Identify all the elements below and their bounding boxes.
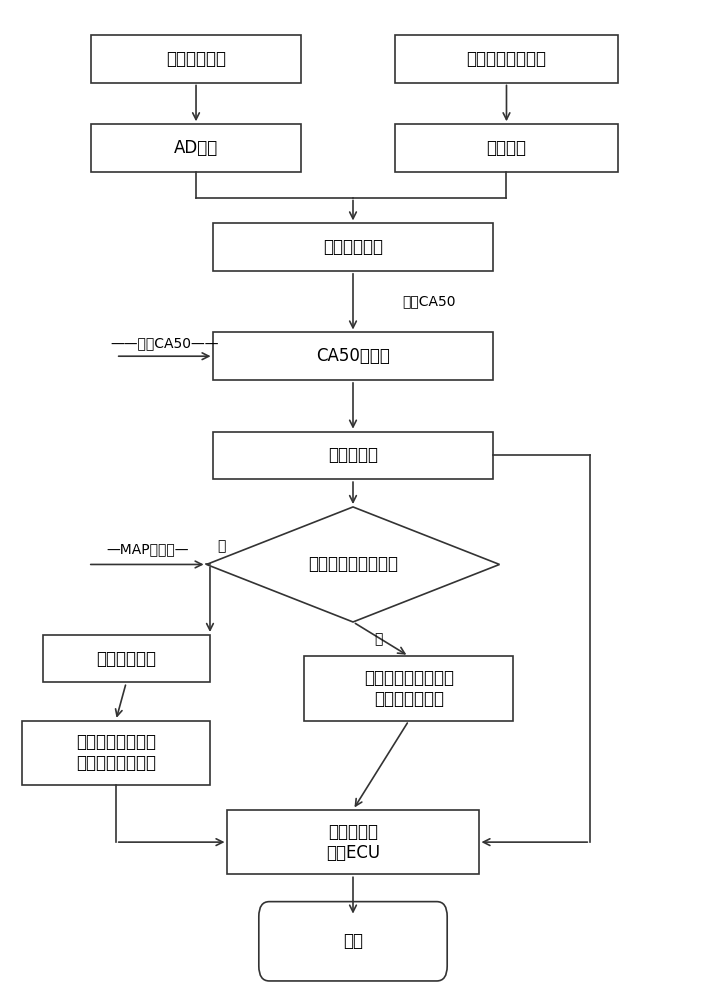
Text: 同步处理: 同步处理 bbox=[486, 139, 527, 157]
FancyBboxPatch shape bbox=[213, 432, 493, 479]
FancyBboxPatch shape bbox=[91, 124, 301, 172]
FancyBboxPatch shape bbox=[227, 810, 479, 874]
Text: 接收缸压信号: 接收缸压信号 bbox=[166, 50, 226, 68]
Text: 喷油提前角: 喷油提前角 bbox=[328, 446, 378, 464]
Text: CA50控制器: CA50控制器 bbox=[316, 347, 390, 365]
Text: 喷油修正系数: 喷油修正系数 bbox=[96, 650, 156, 668]
Text: 否: 否 bbox=[217, 540, 225, 554]
Text: 发动机控制
单元ECU: 发动机控制 单元ECU bbox=[326, 823, 380, 862]
Text: —MAP提前角—: —MAP提前角— bbox=[106, 543, 189, 557]
FancyBboxPatch shape bbox=[395, 35, 618, 83]
Text: ——目标CA50——: ——目标CA50—— bbox=[110, 336, 219, 350]
Text: 结束: 结束 bbox=[343, 932, 363, 950]
Text: AD转换: AD转换 bbox=[174, 139, 218, 157]
FancyBboxPatch shape bbox=[22, 721, 210, 785]
FancyBboxPatch shape bbox=[395, 124, 618, 172]
Text: 是: 是 bbox=[374, 632, 383, 646]
Polygon shape bbox=[206, 507, 500, 622]
Text: 提前角偏差超过阈值: 提前角偏差超过阈值 bbox=[308, 555, 398, 573]
FancyBboxPatch shape bbox=[259, 902, 447, 981]
Text: 告知发动机控制单
元进行喷油量修正: 告知发动机控制单 元进行喷油量修正 bbox=[76, 733, 156, 772]
FancyBboxPatch shape bbox=[213, 332, 493, 380]
FancyBboxPatch shape bbox=[91, 35, 301, 83]
FancyBboxPatch shape bbox=[213, 223, 493, 271]
Text: 告知发动机控制单元
提示更换喷油器: 告知发动机控制单元 提示更换喷油器 bbox=[364, 669, 454, 708]
FancyBboxPatch shape bbox=[42, 635, 210, 682]
Text: 实际CA50: 实际CA50 bbox=[402, 295, 455, 309]
Text: 燃烧反馈单元: 燃烧反馈单元 bbox=[323, 238, 383, 256]
FancyBboxPatch shape bbox=[304, 656, 513, 721]
Text: 接收曲轴转速信号: 接收曲轴转速信号 bbox=[467, 50, 546, 68]
